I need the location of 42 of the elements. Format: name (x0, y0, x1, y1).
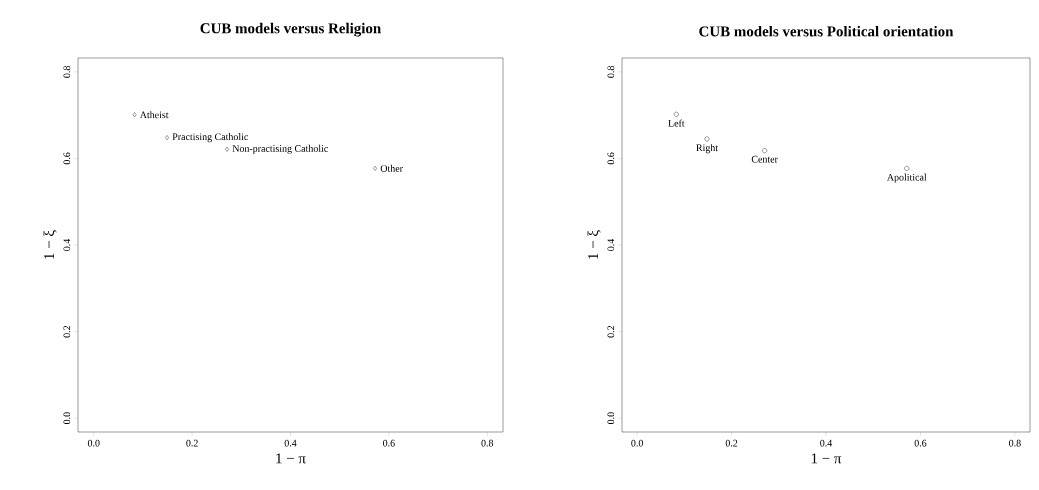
annotation: Practising Catholic (172, 133, 249, 143)
annotation: Atheist (139, 111, 169, 119)
point (132, 112, 137, 118)
point (165, 135, 169, 141)
x-tick-label: 0.4 (820, 439, 833, 447)
y-tick-label: 0.8 (63, 65, 71, 78)
y-tick-label: 0.8 (607, 65, 615, 78)
annotation: Other (380, 164, 403, 172)
x-tick-label: 0.8 (481, 439, 494, 447)
x-tick-label: 0.2 (186, 439, 198, 447)
y-tick-label: 0.4 (607, 238, 615, 251)
annotation: Right (696, 144, 719, 154)
y-axis-title: 1 − ξ (43, 230, 57, 259)
chart-title: CUB models versus Political orientation (699, 25, 954, 37)
y-tick-label: 0.2 (63, 325, 71, 338)
x-tick-label: 0.8 (1009, 439, 1021, 447)
x-tick-label: 0.0 (631, 439, 643, 447)
point (373, 165, 377, 171)
point (673, 111, 679, 117)
x-tick-label: 0.2 (725, 439, 738, 447)
point (704, 136, 710, 142)
chart-title: CUB models versus Religion (200, 22, 381, 37)
x-tick-label: 0.0 (87, 439, 100, 447)
point (225, 146, 229, 152)
annotation: Left (668, 119, 685, 127)
y-tick-label: 0.4 (63, 238, 71, 251)
y-tick-label: 0.0 (63, 412, 71, 424)
annotation: Non-practising Catholic (232, 144, 328, 154)
annotation: Center (751, 155, 778, 163)
point (762, 148, 768, 154)
y-axis-title: 1 − ξ (587, 230, 601, 259)
annotation: Apolitical (886, 173, 927, 183)
x-axis-title: 1 − π (276, 453, 306, 464)
y-tick-label: 0.0 (607, 412, 615, 424)
y-tick-label: 0.6 (63, 152, 71, 165)
x-tick-label: 0.6 (383, 439, 395, 447)
x-axis-title: 1 − π (811, 453, 842, 464)
y-tick-label: 0.2 (607, 325, 615, 338)
y-tick-label: 0.6 (607, 152, 615, 165)
x-tick-label: 0.4 (284, 439, 297, 447)
point (904, 165, 910, 171)
x-tick-label: 0.6 (914, 439, 927, 447)
